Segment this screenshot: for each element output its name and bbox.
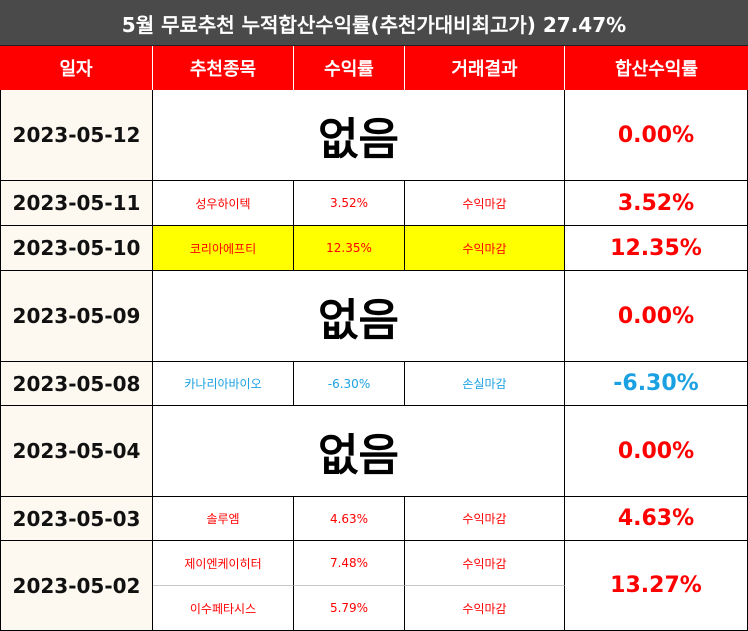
total-return: 0.00% [565, 271, 748, 362]
trade-result: 수익마감 [405, 226, 565, 271]
stock-name: 코리아에프티 [153, 226, 294, 271]
header-result: 거래결과 [405, 46, 565, 90]
table-row-date: 2023-05-09 [0, 271, 153, 362]
stock-return: 3.52% [294, 181, 405, 226]
header-date: 일자 [0, 46, 153, 90]
stock-name: 이수페타시스 [153, 586, 294, 631]
total-return: 3.52% [565, 181, 748, 226]
stock-return: 12.35% [294, 226, 405, 271]
stock-return: -6.30% [294, 362, 405, 406]
total-return: 13.27% [565, 541, 748, 631]
total-return: 0.00% [565, 90, 748, 181]
table-row-date: 2023-05-02 [0, 541, 153, 631]
trade-result: 수익마감 [405, 541, 565, 586]
header-total-return: 합산수익률 [565, 46, 748, 90]
table-row-date: 2023-05-03 [0, 497, 153, 541]
stock-name: 솔루엠 [153, 497, 294, 541]
no-pick-label: 없음 [153, 406, 565, 497]
stock-return: 7.48% [294, 541, 405, 586]
total-return: 0.00% [565, 406, 748, 497]
trade-result: 수익마감 [405, 586, 565, 631]
table-row-date: 2023-05-12 [0, 90, 153, 181]
trade-result: 수익마감 [405, 181, 565, 226]
table-row-date: 2023-05-10 [0, 226, 153, 271]
header-return: 수익률 [294, 46, 405, 90]
stock-return: 4.63% [294, 497, 405, 541]
no-pick-label: 없음 [153, 90, 565, 181]
trade-result: 수익마감 [405, 497, 565, 541]
trade-result: 손실마감 [405, 362, 565, 406]
stock-name: 성우하이텍 [153, 181, 294, 226]
total-return: -6.30% [565, 362, 748, 406]
table-row-date: 2023-05-08 [0, 362, 153, 406]
total-return: 4.63% [565, 497, 748, 541]
no-pick-label: 없음 [153, 271, 565, 362]
stock-name: 제이엔케이히터 [153, 541, 294, 586]
stock-return: 5.79% [294, 586, 405, 631]
total-return: 12.35% [565, 226, 748, 271]
table-row-date: 2023-05-04 [0, 406, 153, 497]
header-stock: 추천종목 [153, 46, 294, 90]
stock-name: 카나리아바이오 [153, 362, 294, 406]
table-title: 5월 무료추천 누적합산수익률(추천가대비최고가) 27.47% [0, 0, 748, 46]
table-row-date: 2023-05-11 [0, 181, 153, 226]
